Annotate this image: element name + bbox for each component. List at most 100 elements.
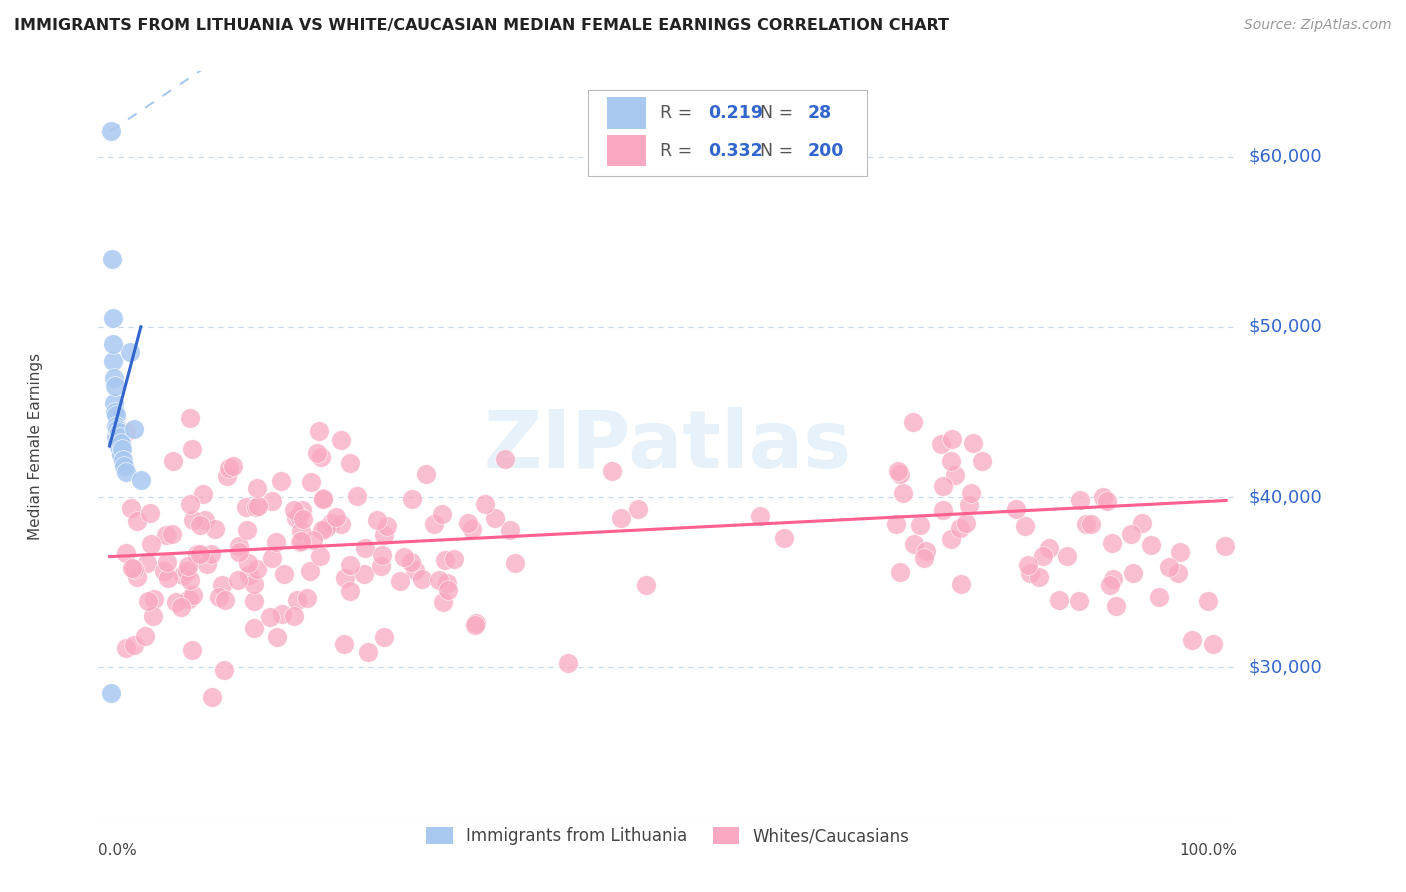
Point	[1074, 517, 1097, 532]
Point	[423, 517, 446, 532]
Text: N =: N =	[761, 104, 799, 122]
Point	[461, 522, 484, 536]
Point	[1130, 516, 1153, 530]
Point	[1101, 536, 1123, 550]
Point	[1091, 490, 1114, 504]
Point	[433, 553, 456, 567]
Point	[903, 536, 925, 550]
Point	[884, 517, 907, 532]
Point	[292, 512, 315, 526]
Text: $30,000: $30,000	[1249, 658, 1322, 676]
Point	[325, 509, 347, 524]
Point	[110, 435, 132, 450]
Point	[179, 497, 201, 511]
Point	[1028, 570, 1050, 584]
Point	[135, 556, 157, 570]
Point	[181, 513, 204, 527]
Point	[181, 588, 204, 602]
Point	[138, 506, 160, 520]
Point	[427, 573, 450, 587]
Point	[908, 518, 931, 533]
Point	[889, 467, 911, 481]
Point	[260, 550, 283, 565]
FancyBboxPatch shape	[588, 90, 868, 177]
Point	[357, 645, 380, 659]
Point	[960, 486, 983, 500]
Point	[330, 433, 353, 447]
Point	[401, 491, 423, 506]
Point	[243, 594, 266, 608]
Point	[437, 582, 460, 597]
Point	[157, 571, 180, 585]
Point	[291, 503, 314, 517]
Point	[200, 547, 222, 561]
Point	[152, 564, 174, 578]
Point	[610, 511, 633, 525]
Point	[1032, 549, 1054, 563]
Point	[134, 629, 156, 643]
Point	[1159, 560, 1181, 574]
Point	[411, 572, 433, 586]
Point	[101, 252, 124, 266]
Point	[298, 564, 321, 578]
Point	[160, 527, 183, 541]
Point	[283, 503, 305, 517]
Point	[120, 500, 142, 515]
Point	[929, 436, 952, 450]
Point	[1202, 637, 1225, 651]
Point	[170, 600, 193, 615]
Point	[748, 509, 770, 524]
Point	[970, 454, 993, 468]
Point	[312, 491, 335, 506]
Text: IMMIGRANTS FROM LITHUANIA VS WHITE/CAUCASIAN MEDIAN FEMALE EARNINGS CORRELATION : IMMIGRANTS FROM LITHUANIA VS WHITE/CAUCA…	[14, 18, 949, 33]
Point	[315, 521, 337, 535]
Point	[285, 593, 308, 607]
Point	[245, 500, 267, 514]
Point	[339, 457, 361, 471]
Point	[238, 567, 260, 582]
Point	[260, 494, 283, 508]
Point	[333, 571, 356, 585]
Point	[302, 533, 325, 548]
Point	[436, 576, 458, 591]
Point	[108, 442, 131, 457]
Point	[283, 609, 305, 624]
Point	[101, 336, 124, 351]
Point	[211, 578, 233, 592]
Point	[1167, 566, 1189, 580]
Point	[246, 481, 269, 495]
Point	[339, 558, 361, 572]
Point	[139, 537, 162, 551]
Legend: Immigrants from Lithuania, Whites/Caucasians: Immigrants from Lithuania, Whites/Caucas…	[418, 819, 918, 854]
Point	[228, 545, 250, 559]
Point	[901, 415, 924, 429]
Point	[243, 577, 266, 591]
Text: 200: 200	[808, 142, 845, 160]
Point	[494, 452, 516, 467]
Point	[889, 565, 911, 579]
Point	[939, 454, 962, 468]
Point	[373, 527, 395, 541]
Point	[103, 371, 125, 385]
Point	[370, 548, 392, 562]
Point	[1181, 633, 1204, 648]
Point	[939, 532, 962, 546]
Point	[214, 593, 236, 607]
Text: 28: 28	[808, 104, 832, 122]
Point	[1168, 545, 1191, 559]
Text: R =: R =	[659, 142, 697, 160]
Point	[443, 552, 465, 566]
Point	[634, 578, 657, 592]
Point	[346, 490, 368, 504]
Point	[484, 511, 506, 525]
Point	[100, 124, 122, 138]
Text: $60,000: $60,000	[1249, 147, 1322, 166]
Point	[773, 531, 796, 545]
Point	[127, 570, 149, 584]
Point	[600, 464, 623, 478]
Point	[950, 577, 973, 591]
Point	[1147, 591, 1170, 605]
Point	[122, 639, 145, 653]
Point	[299, 475, 322, 489]
Point	[377, 518, 399, 533]
